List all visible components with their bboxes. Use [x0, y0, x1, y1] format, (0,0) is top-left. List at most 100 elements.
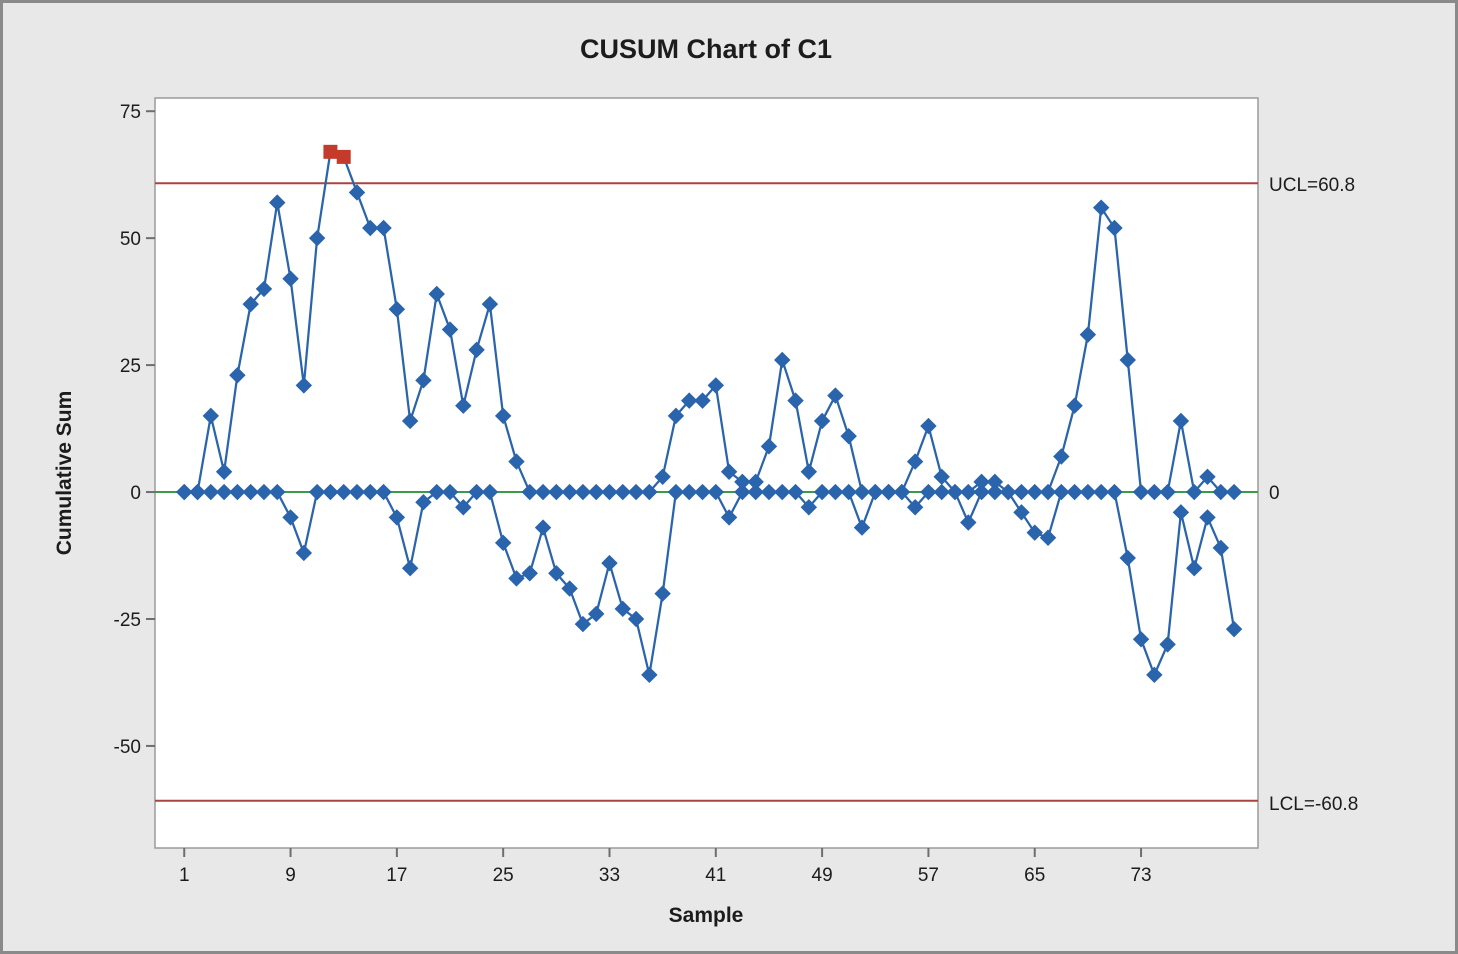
- upper-cusum-point: [428, 285, 445, 303]
- lower-cusum-point: [920, 483, 937, 501]
- lower-cusum-point: [548, 565, 565, 582]
- upper-cusum-point: [282, 270, 299, 287]
- upper-cusum-point: [1106, 219, 1123, 237]
- upper-cusum-point: [774, 351, 791, 369]
- lower-cusum-point: [1053, 483, 1070, 501]
- x-tick-label: 65: [1024, 865, 1045, 886]
- lower-cusum-point: [481, 483, 499, 501]
- upper-cusum-point: [548, 483, 565, 501]
- lower-cusum-point: [202, 483, 220, 501]
- upper-cusum-point: [1066, 397, 1083, 414]
- lower-cusum-point: [282, 509, 299, 526]
- lower-cusum-point: [388, 509, 406, 526]
- lower-cusum-point: [561, 580, 578, 597]
- upper-cusum-point: [215, 463, 233, 480]
- lower-cusum-point: [627, 610, 645, 628]
- upper-cusum-point: [521, 483, 538, 501]
- lower-cusum-point: [255, 483, 273, 501]
- chart-title: CUSUM Chart of C1: [580, 34, 832, 64]
- upper-cusum-point: [1092, 199, 1110, 216]
- upper-cusum-point: [269, 194, 286, 211]
- lower-cusum-point: [229, 483, 246, 501]
- y-axis-title: Cumulative Sum: [53, 391, 76, 556]
- upper-cusum-point: [1013, 483, 1030, 501]
- upper-cusum-point: [534, 483, 552, 501]
- upper-cusum-point: [255, 280, 273, 298]
- upper-cusum-point: [720, 463, 738, 480]
- lower-cusum-point: [867, 483, 884, 501]
- upper-cusum-point: [813, 412, 831, 430]
- lower-cusum-point: [242, 483, 259, 501]
- upper-cusum-point: [401, 412, 419, 430]
- lower-cusum-point: [999, 483, 1017, 501]
- lower-cusum-point: [707, 483, 725, 501]
- lower-cusum-point: [322, 483, 339, 501]
- upper-cusum-point: [295, 377, 313, 394]
- upper-cusum-point: [960, 483, 977, 501]
- upper-cusum-point: [494, 407, 512, 425]
- upper-cusum-point: [654, 468, 671, 486]
- lower-cusum-point: [189, 483, 206, 501]
- lower-cusum-point: [455, 499, 472, 516]
- lower-cusum-point: [654, 585, 671, 602]
- x-tick-label: 25: [493, 865, 514, 886]
- upper-cusum-point: [641, 483, 658, 501]
- upper-cusum-point: [481, 295, 499, 313]
- upper-cusum-point: [681, 392, 698, 409]
- upper-cusum-point: [229, 367, 246, 384]
- lower-cusum-point: [215, 483, 233, 501]
- upper-cusum-point: [455, 397, 472, 414]
- upper-cusum-point: [1026, 483, 1043, 501]
- lower-cusum-point: [348, 483, 366, 501]
- x-tick-label: 57: [918, 865, 939, 886]
- lower-cusum-point: [601, 554, 618, 572]
- lower-cusum-point: [428, 483, 445, 501]
- upper-cusum-point: [587, 483, 605, 501]
- lower-cusum-point: [1186, 560, 1203, 577]
- upper-cusum-point: [362, 219, 379, 237]
- upper-cusum-point: [840, 427, 857, 445]
- lower-cusum-point: [1119, 549, 1136, 567]
- out-of-control-point: [323, 144, 338, 159]
- lower-cusum-point: [1026, 524, 1043, 541]
- upper-cusum-point: [800, 463, 818, 480]
- upper-cusum-point: [853, 483, 871, 501]
- lower-cusum-point: [906, 499, 924, 516]
- y-tick-label: 75: [120, 102, 141, 123]
- x-tick-label: 17: [386, 865, 407, 886]
- upper-cusum-point: [627, 483, 645, 501]
- upper-cusum-point: [1186, 483, 1203, 501]
- lower-cusum-point: [1199, 509, 1216, 526]
- lcl-label: LCL=-60.8: [1269, 794, 1358, 815]
- upper-cusum-point: [1212, 483, 1229, 501]
- y-tick-label: 0: [130, 483, 141, 504]
- lower-cusum-point: [494, 534, 512, 552]
- lower-cusum-point: [401, 560, 419, 577]
- lower-cusum-point: [720, 509, 738, 526]
- x-tick-label: 41: [705, 865, 726, 886]
- lower-cusum-point: [694, 483, 711, 501]
- lower-cusum-point: [1066, 483, 1083, 501]
- lower-cusum-point: [1159, 636, 1176, 653]
- lower-cusum-point: [375, 483, 392, 501]
- lower-cusum-point: [681, 483, 698, 501]
- cusum-chart: CUSUM Chart of C1 Cumulative Sum Sample …: [53, 34, 1358, 927]
- lower-cusum-point: [269, 483, 286, 501]
- lower-cusum-point: [1013, 504, 1030, 521]
- y-tick-label: -50: [114, 737, 141, 758]
- out-of-control-point: [336, 149, 351, 164]
- lower-cusum-point: [1132, 631, 1150, 648]
- upper-cusum-point: [707, 377, 725, 394]
- x-axis-title: Sample: [669, 904, 744, 927]
- lower-cusum-point: [468, 483, 485, 501]
- lower-cusum-point: [1079, 483, 1097, 501]
- upper-cusum-point: [1159, 483, 1176, 501]
- upper-cusum-point: [348, 184, 366, 201]
- plot-area: [154, 97, 1259, 849]
- lower-cusum-point: [415, 493, 432, 511]
- upper-cusum-point: [1039, 483, 1057, 501]
- upper-cusum-point: [760, 438, 778, 455]
- upper-cusum-point: [601, 483, 618, 501]
- lower-cusum-point: [1225, 620, 1243, 638]
